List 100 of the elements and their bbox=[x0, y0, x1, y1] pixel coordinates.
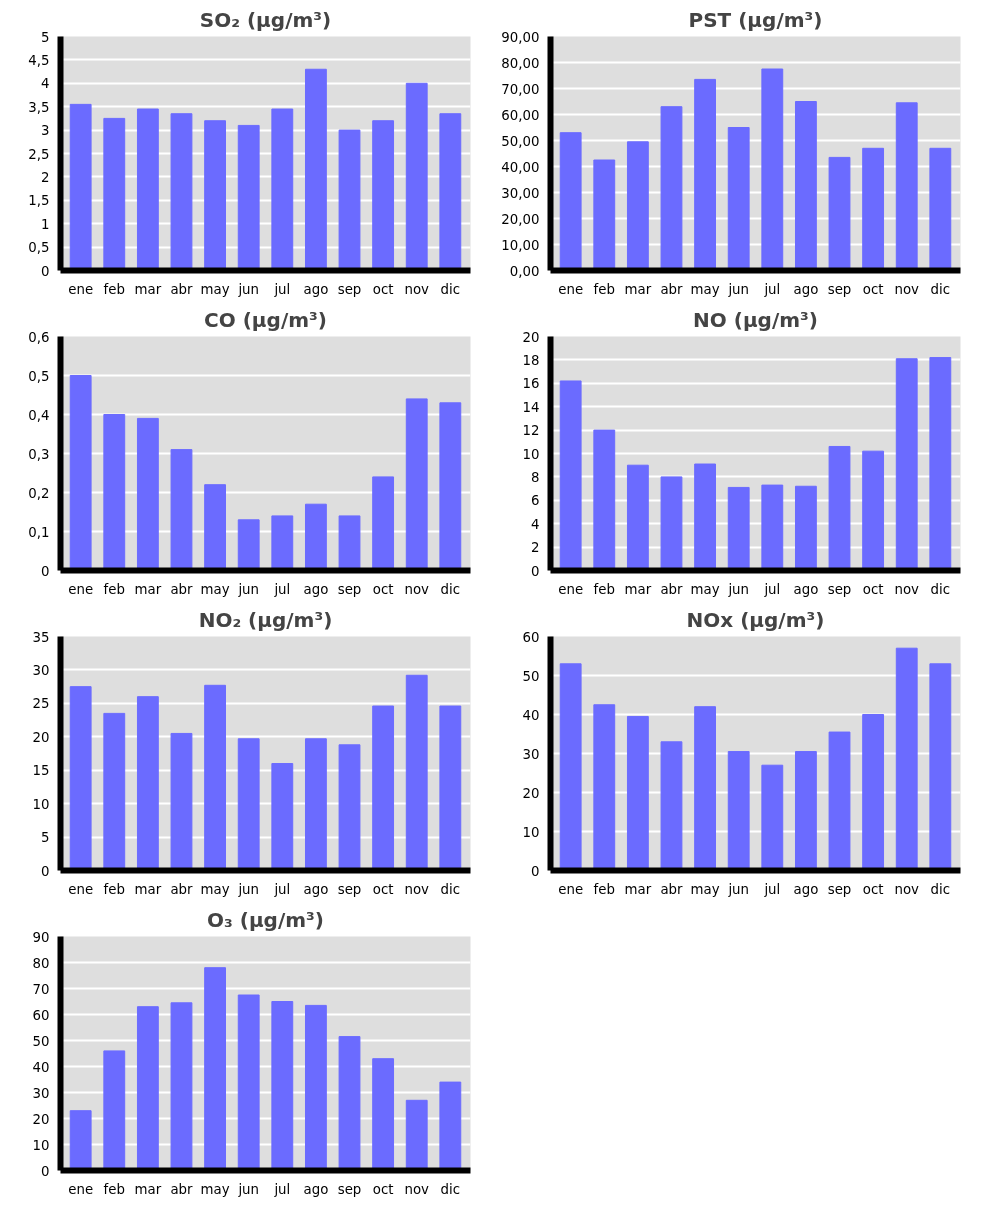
y-tick-label: 60,00 bbox=[501, 107, 540, 123]
x-tick-label: dic bbox=[440, 281, 461, 297]
x-tick-label: feb bbox=[103, 581, 125, 597]
y-tick-label: 4 bbox=[531, 516, 540, 532]
y-tick-label: 50 bbox=[32, 1033, 50, 1049]
y-tick-label: 4 bbox=[41, 76, 50, 92]
chart-title: NO₂ (μg/m³) bbox=[198, 607, 333, 632]
y-tick-label: 40 bbox=[522, 707, 540, 723]
x-tick-label: ago bbox=[793, 281, 819, 297]
x-tick-label: jul bbox=[273, 1181, 291, 1197]
x-tick-label: feb bbox=[593, 281, 615, 297]
x-tick-label: jun bbox=[237, 1181, 260, 1197]
x-tick-label: nov bbox=[404, 881, 430, 897]
y-tick-label: 0,1 bbox=[28, 524, 50, 540]
y-tick-label: 20 bbox=[522, 329, 540, 345]
x-tick-label: may bbox=[200, 581, 230, 597]
y-tick-label: 12 bbox=[522, 423, 540, 439]
y-tick-label: 30,00 bbox=[501, 185, 540, 201]
x-tick-label: oct bbox=[372, 1181, 394, 1197]
y-tick-label: 3,5 bbox=[28, 99, 50, 115]
x-tick-label: dic bbox=[440, 581, 461, 597]
x-tick-label: dic bbox=[440, 881, 461, 897]
y-tick-label: 15 bbox=[32, 763, 50, 779]
y-tick-label: 70,00 bbox=[501, 81, 540, 97]
x-tick-label: ago bbox=[303, 581, 329, 597]
y-tick-label: 80 bbox=[32, 955, 50, 971]
y-tick-label: 0 bbox=[531, 863, 540, 879]
y-tick-label: 35 bbox=[32, 629, 50, 645]
x-tick-label: feb bbox=[103, 281, 125, 297]
x-tick-label: may bbox=[690, 581, 720, 597]
x-tick-label: mar bbox=[134, 581, 162, 597]
x-tick-label: mar bbox=[624, 581, 652, 597]
x-tick-label: nov bbox=[404, 1181, 430, 1197]
y-tick-label: 0 bbox=[41, 263, 50, 279]
x-tick-label: abr bbox=[170, 881, 194, 897]
x-tick-label: jul bbox=[763, 881, 781, 897]
y-tick-label: 14 bbox=[522, 399, 540, 415]
y-tick-label: 0 bbox=[41, 863, 50, 879]
x-tick-label: sep bbox=[337, 581, 362, 597]
y-tick-label: 5 bbox=[41, 29, 50, 45]
x-tick-label: jun bbox=[727, 281, 750, 297]
x-tick-label: sep bbox=[337, 281, 362, 297]
x-tick-label: nov bbox=[894, 281, 920, 297]
x-tick-label: jul bbox=[273, 581, 291, 597]
y-tick-label: 70 bbox=[32, 981, 50, 997]
y-tick-label: 30 bbox=[32, 1085, 50, 1101]
y-tick-label: 18 bbox=[522, 352, 540, 368]
x-tick-label: sep bbox=[827, 281, 852, 297]
x-tick-label: nov bbox=[894, 881, 920, 897]
x-tick-label: oct bbox=[372, 581, 394, 597]
x-tick-label: abr bbox=[660, 581, 684, 597]
y-tick-label: 60 bbox=[32, 1007, 50, 1023]
x-tick-label: feb bbox=[103, 881, 125, 897]
x-tick-label: oct bbox=[862, 881, 884, 897]
y-tick-label: 0,6 bbox=[28, 329, 50, 345]
y-tick-label: 25 bbox=[32, 696, 50, 712]
y-tick-label: 50,00 bbox=[501, 133, 540, 149]
x-tick-label: dic bbox=[930, 881, 951, 897]
x-tick-label: jul bbox=[273, 881, 291, 897]
chart-title: NOx (μg/m³) bbox=[686, 607, 825, 632]
x-tick-label: mar bbox=[624, 881, 652, 897]
y-tick-label: 0,5 bbox=[28, 240, 50, 256]
y-tick-label: 20 bbox=[32, 1111, 50, 1127]
x-tick-label: dic bbox=[930, 581, 951, 597]
x-tick-label: abr bbox=[170, 1181, 194, 1197]
y-tick-label: 50 bbox=[522, 668, 540, 684]
y-tick-label: 10 bbox=[32, 796, 50, 812]
x-tick-label: feb bbox=[103, 1181, 125, 1197]
x-tick-label: may bbox=[690, 881, 720, 897]
y-tick-label: 1,5 bbox=[28, 193, 50, 209]
y-tick-label: 30 bbox=[32, 662, 50, 678]
y-tick-label: 4,5 bbox=[28, 52, 50, 68]
x-tick-label: oct bbox=[372, 881, 394, 897]
x-tick-label: ago bbox=[793, 581, 819, 597]
x-tick-label: ago bbox=[303, 1181, 329, 1197]
y-tick-label: 0,5 bbox=[28, 368, 50, 384]
x-tick-label: feb bbox=[593, 581, 615, 597]
y-tick-label: 2 bbox=[531, 540, 540, 556]
y-tick-label: 8 bbox=[531, 469, 540, 485]
x-tick-label: ago bbox=[793, 881, 819, 897]
x-tick-label: mar bbox=[624, 281, 652, 297]
x-tick-label: dic bbox=[930, 281, 951, 297]
x-tick-label: ene bbox=[558, 581, 584, 597]
x-tick-label: jun bbox=[237, 881, 260, 897]
y-tick-label: 0,4 bbox=[28, 407, 50, 423]
x-tick-label: mar bbox=[134, 281, 162, 297]
y-tick-label: 80,00 bbox=[501, 55, 540, 71]
y-tick-label: 90,00 bbox=[501, 29, 540, 45]
chart-title: NO (μg/m³) bbox=[693, 307, 818, 332]
x-tick-label: mar bbox=[134, 1181, 162, 1197]
y-tick-label: 0,00 bbox=[509, 263, 540, 279]
x-tick-label: ene bbox=[558, 281, 584, 297]
x-tick-label: ene bbox=[68, 1181, 94, 1197]
y-tick-label: 16 bbox=[522, 376, 540, 392]
chart-title: SO₂ (μg/m³) bbox=[199, 7, 332, 32]
x-tick-label: jun bbox=[237, 281, 260, 297]
y-tick-label: 10 bbox=[522, 824, 540, 840]
y-tick-label: 0 bbox=[41, 563, 50, 579]
x-tick-label: abr bbox=[660, 281, 684, 297]
x-tick-label: may bbox=[690, 281, 720, 297]
